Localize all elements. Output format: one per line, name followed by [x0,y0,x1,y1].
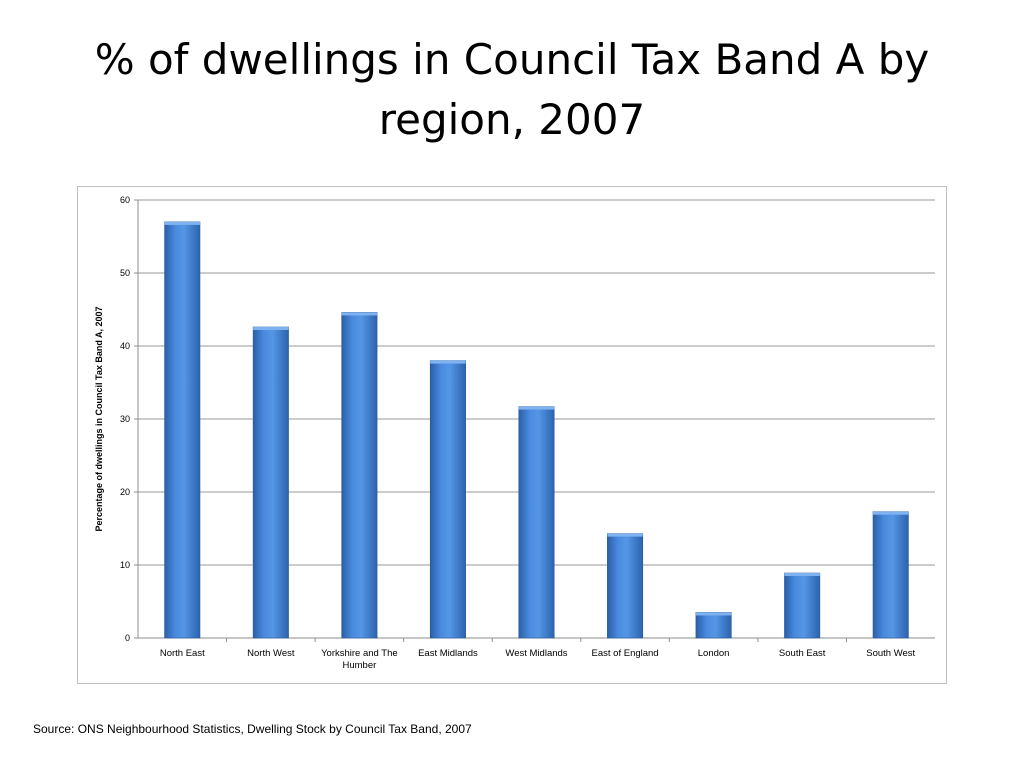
y-tick-label-30: 30 [120,414,130,424]
x-tick-label-east-midlands: East Midlands [418,648,478,659]
x-tick-label-north-west: North West [247,648,295,659]
slide-title: % of dwellings in Council Tax Band A by … [94,35,930,144]
x-tick-label-west-midlands: West Midlands [505,648,567,659]
bar-cap-north-east [164,221,200,225]
source-note: Source: ONS Neighbourhood Statistics, Dw… [33,722,472,736]
y-tick-label-0: 0 [125,633,130,643]
y-tick-label-60: 60 [120,195,130,205]
bar-cap-west-midlands [518,406,555,410]
x-tick-label-yorkshire-and-the-humber: Yorkshire and The Humber [321,648,398,671]
bar-west-midlands [518,406,555,639]
bar-london [695,612,732,639]
chart-frame: 0 10 20 30 40 50 60 North East North West Yorksh… [77,186,947,684]
bar-cap-yorkshire-and-the-humber [341,312,378,316]
bar-cap-east-of-england [607,533,643,537]
y-tick-label-10: 10 [120,560,130,570]
x-tick-label-south-east: South East [779,648,826,659]
bar-east-midlands [429,360,466,639]
bar-cap-london [695,612,732,616]
y-tick-label-50: 50 [120,268,130,278]
bar-south-east [784,572,821,639]
bar-cap-east-midlands [430,360,466,364]
y-tick-label-40: 40 [120,341,130,351]
bar-chart: 0 10 20 30 40 50 60 North East North West Yorksh… [94,195,935,671]
x-tick-label-east-of-england: East of England [592,648,659,659]
y-axis-ticks: 0 10 20 30 40 50 60 [120,195,138,643]
bar-north-east [164,221,201,639]
bar-cap-south-west [873,511,909,515]
bar-cap-north-west [253,327,289,331]
x-tick-label-london: London [698,648,730,659]
y-axis-title: Percentage of dwellings in Council Tax B… [94,306,104,531]
x-axis-labels: North East North West Yorkshire and The Hum… [160,638,916,671]
bar-east-of-england [607,533,644,639]
bars [164,221,909,639]
x-tick-label-north-east: North East [160,648,205,659]
y-tick-label-20: 20 [120,487,130,497]
x-tick-label-south-west: South West [866,648,915,659]
bar-yorkshire-and-the-humber [341,312,378,639]
bar-north-west [252,326,289,639]
bar-cap-south-east [784,573,820,577]
bar-south-west [872,511,909,639]
